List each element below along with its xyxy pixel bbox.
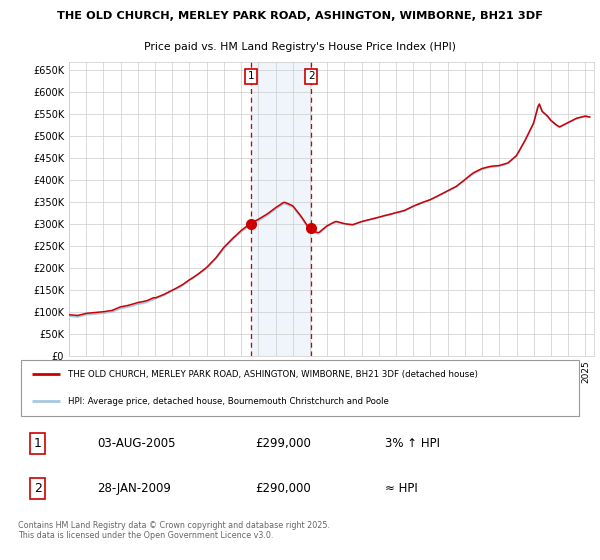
Text: 3% ↑ HPI: 3% ↑ HPI [385,437,440,450]
Text: THE OLD CHURCH, MERLEY PARK ROAD, ASHINGTON, WIMBORNE, BH21 3DF: THE OLD CHURCH, MERLEY PARK ROAD, ASHING… [57,11,543,21]
Text: ≈ HPI: ≈ HPI [385,482,418,495]
FancyBboxPatch shape [21,360,579,416]
Text: £299,000: £299,000 [255,437,311,450]
Text: 1: 1 [34,437,41,450]
Text: 2: 2 [34,482,41,495]
Text: HPI: Average price, detached house, Bournemouth Christchurch and Poole: HPI: Average price, detached house, Bour… [68,397,389,406]
Text: £290,000: £290,000 [255,482,311,495]
Text: Contains HM Land Registry data © Crown copyright and database right 2025.
This d: Contains HM Land Registry data © Crown c… [18,521,330,540]
Text: Price paid vs. HM Land Registry's House Price Index (HPI): Price paid vs. HM Land Registry's House … [144,42,456,52]
Text: THE OLD CHURCH, MERLEY PARK ROAD, ASHINGTON, WIMBORNE, BH21 3DF (detached house): THE OLD CHURCH, MERLEY PARK ROAD, ASHING… [68,370,478,379]
Text: 2: 2 [308,71,314,81]
Bar [251,62,311,356]
Text: 03-AUG-2005: 03-AUG-2005 [97,437,175,450]
Text: 1: 1 [248,71,254,81]
Text: 28-JAN-2009: 28-JAN-2009 [97,482,171,495]
